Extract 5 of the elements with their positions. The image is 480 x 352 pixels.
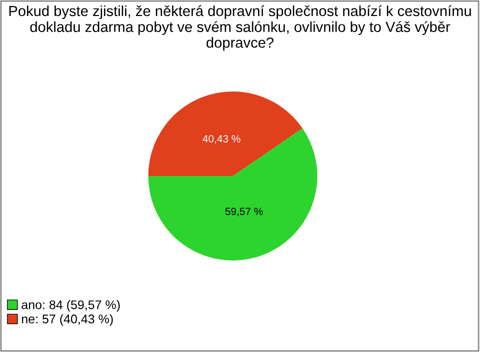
data-label: 40,43 % [202, 135, 240, 144]
data-label: 59,57 % [225, 208, 263, 216]
chart-title: Pokud byste zjistili, že některá dopravní společnost nabízí k cestovnímu dokladu zdarma pobyt ve svém salónku, ovlivnilo by to Váš výběr dopravce? [9, 5, 471, 51]
legend-label: ne: 57 (40,43 %) [22, 314, 113, 326]
legend-label: ano: 84 (59,57 %) [22, 300, 120, 312]
